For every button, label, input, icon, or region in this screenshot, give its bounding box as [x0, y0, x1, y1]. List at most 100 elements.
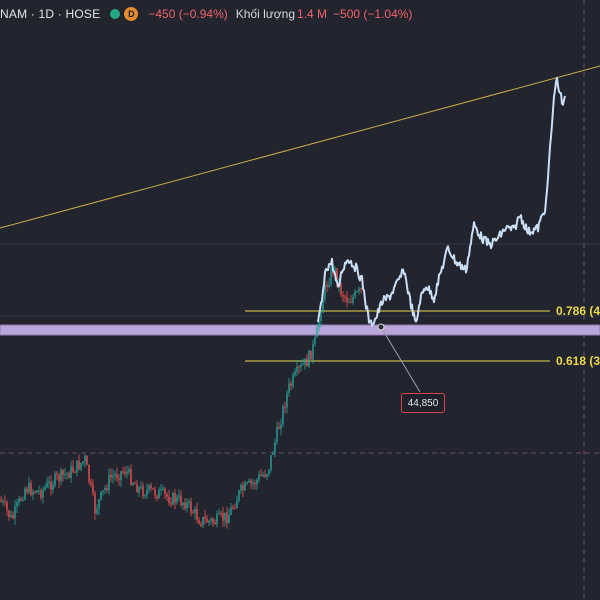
candle-body [250, 480, 252, 484]
candle-body [268, 469, 270, 475]
dividend-badge-icon[interactable]: D [124, 7, 139, 21]
candle-body [124, 471, 126, 474]
candle-body [316, 327, 318, 338]
candle-body [278, 427, 280, 429]
candle-body [96, 508, 98, 514]
candle-body [286, 392, 288, 408]
candle-body [42, 489, 44, 498]
candle-body [108, 474, 110, 491]
candle-body [36, 490, 38, 493]
candle-body [198, 519, 200, 524]
candle-body [34, 491, 36, 493]
candle-body [134, 483, 136, 485]
candle-body [292, 375, 294, 386]
candle-body [256, 479, 258, 485]
candle-body [154, 489, 156, 496]
candle-body [40, 490, 42, 498]
candle-body [18, 498, 20, 503]
candle-body [174, 493, 176, 503]
candle-body [132, 483, 134, 485]
candle-body [356, 291, 358, 293]
price-callout-leader [380, 326, 421, 393]
fib-label-0786: 0.786 (4 [556, 304, 600, 318]
candle-body [88, 464, 90, 482]
candle-body [128, 469, 130, 472]
candle-body [166, 493, 168, 497]
candle-body [330, 269, 332, 285]
candle-body [78, 460, 80, 470]
candle-body [300, 364, 302, 368]
volume-label[interactable]: Khối lượng [235, 7, 296, 21]
candle-body [12, 514, 14, 519]
candle-body [92, 484, 94, 494]
candle-body [218, 513, 220, 515]
candle-body [102, 490, 104, 492]
candle-body [168, 496, 170, 504]
candle-body [294, 371, 296, 376]
candle-body [68, 473, 70, 479]
candle-body [54, 473, 56, 486]
candle-body [262, 474, 264, 476]
candle-body [354, 291, 356, 298]
candle-body [214, 522, 216, 525]
candle-body [298, 366, 300, 368]
fib-label-0618: 0.618 (3 [556, 354, 600, 368]
candle-body [360, 288, 362, 290]
candle-body [284, 406, 286, 408]
candle-body [30, 483, 32, 495]
candle-body [4, 501, 6, 503]
candle-body [100, 491, 102, 500]
market-open-icon [110, 9, 121, 19]
candle-body [138, 487, 140, 493]
chart-header: NAM · 1D · HOSE D −450 (−0.94%) Khối lượ… [0, 5, 412, 23]
candle-body [48, 481, 50, 483]
candle-body [216, 514, 218, 525]
candle-body [230, 507, 232, 515]
price-path [317, 76, 566, 327]
candle-body [70, 466, 72, 479]
candle-body [190, 501, 192, 513]
candle-body [182, 502, 184, 505]
candle-body [312, 343, 314, 360]
candle-body [210, 518, 212, 521]
candle-body [74, 471, 76, 473]
candle-body [232, 507, 234, 509]
candle-body [184, 502, 186, 509]
candle-body [136, 483, 138, 493]
candle-body [14, 506, 16, 519]
candle-body [240, 485, 242, 491]
candle-body [86, 456, 88, 465]
candle-body [206, 518, 208, 523]
candle-body [170, 503, 172, 505]
candle-body [160, 489, 162, 491]
candle-body [56, 473, 58, 475]
candle-body [118, 478, 120, 481]
candle-body [288, 383, 290, 393]
candle-body [66, 473, 68, 475]
candle-body [6, 502, 8, 511]
candle-body [106, 487, 108, 491]
candle-body [114, 474, 116, 476]
candle-body [112, 475, 114, 478]
candle-body [296, 366, 298, 372]
candle-body [142, 486, 144, 497]
candle-body [310, 350, 312, 360]
candle-body [276, 427, 278, 442]
candle-body [98, 499, 100, 509]
candle-body [272, 453, 274, 455]
candle-body [192, 512, 194, 514]
price-callout-tag[interactable]: 44,850 [401, 393, 445, 413]
symbol-label[interactable]: NAM · 1D · HOSE [0, 7, 101, 21]
candle-body [94, 493, 96, 514]
candle-body [320, 312, 322, 321]
candle-body [80, 463, 82, 470]
candle-body [140, 486, 142, 488]
candle-body [120, 471, 122, 481]
candle-body [246, 482, 248, 484]
candle-body [266, 474, 268, 477]
candle-body [352, 297, 354, 303]
candle-body [260, 474, 262, 476]
candle-body [228, 514, 230, 524]
